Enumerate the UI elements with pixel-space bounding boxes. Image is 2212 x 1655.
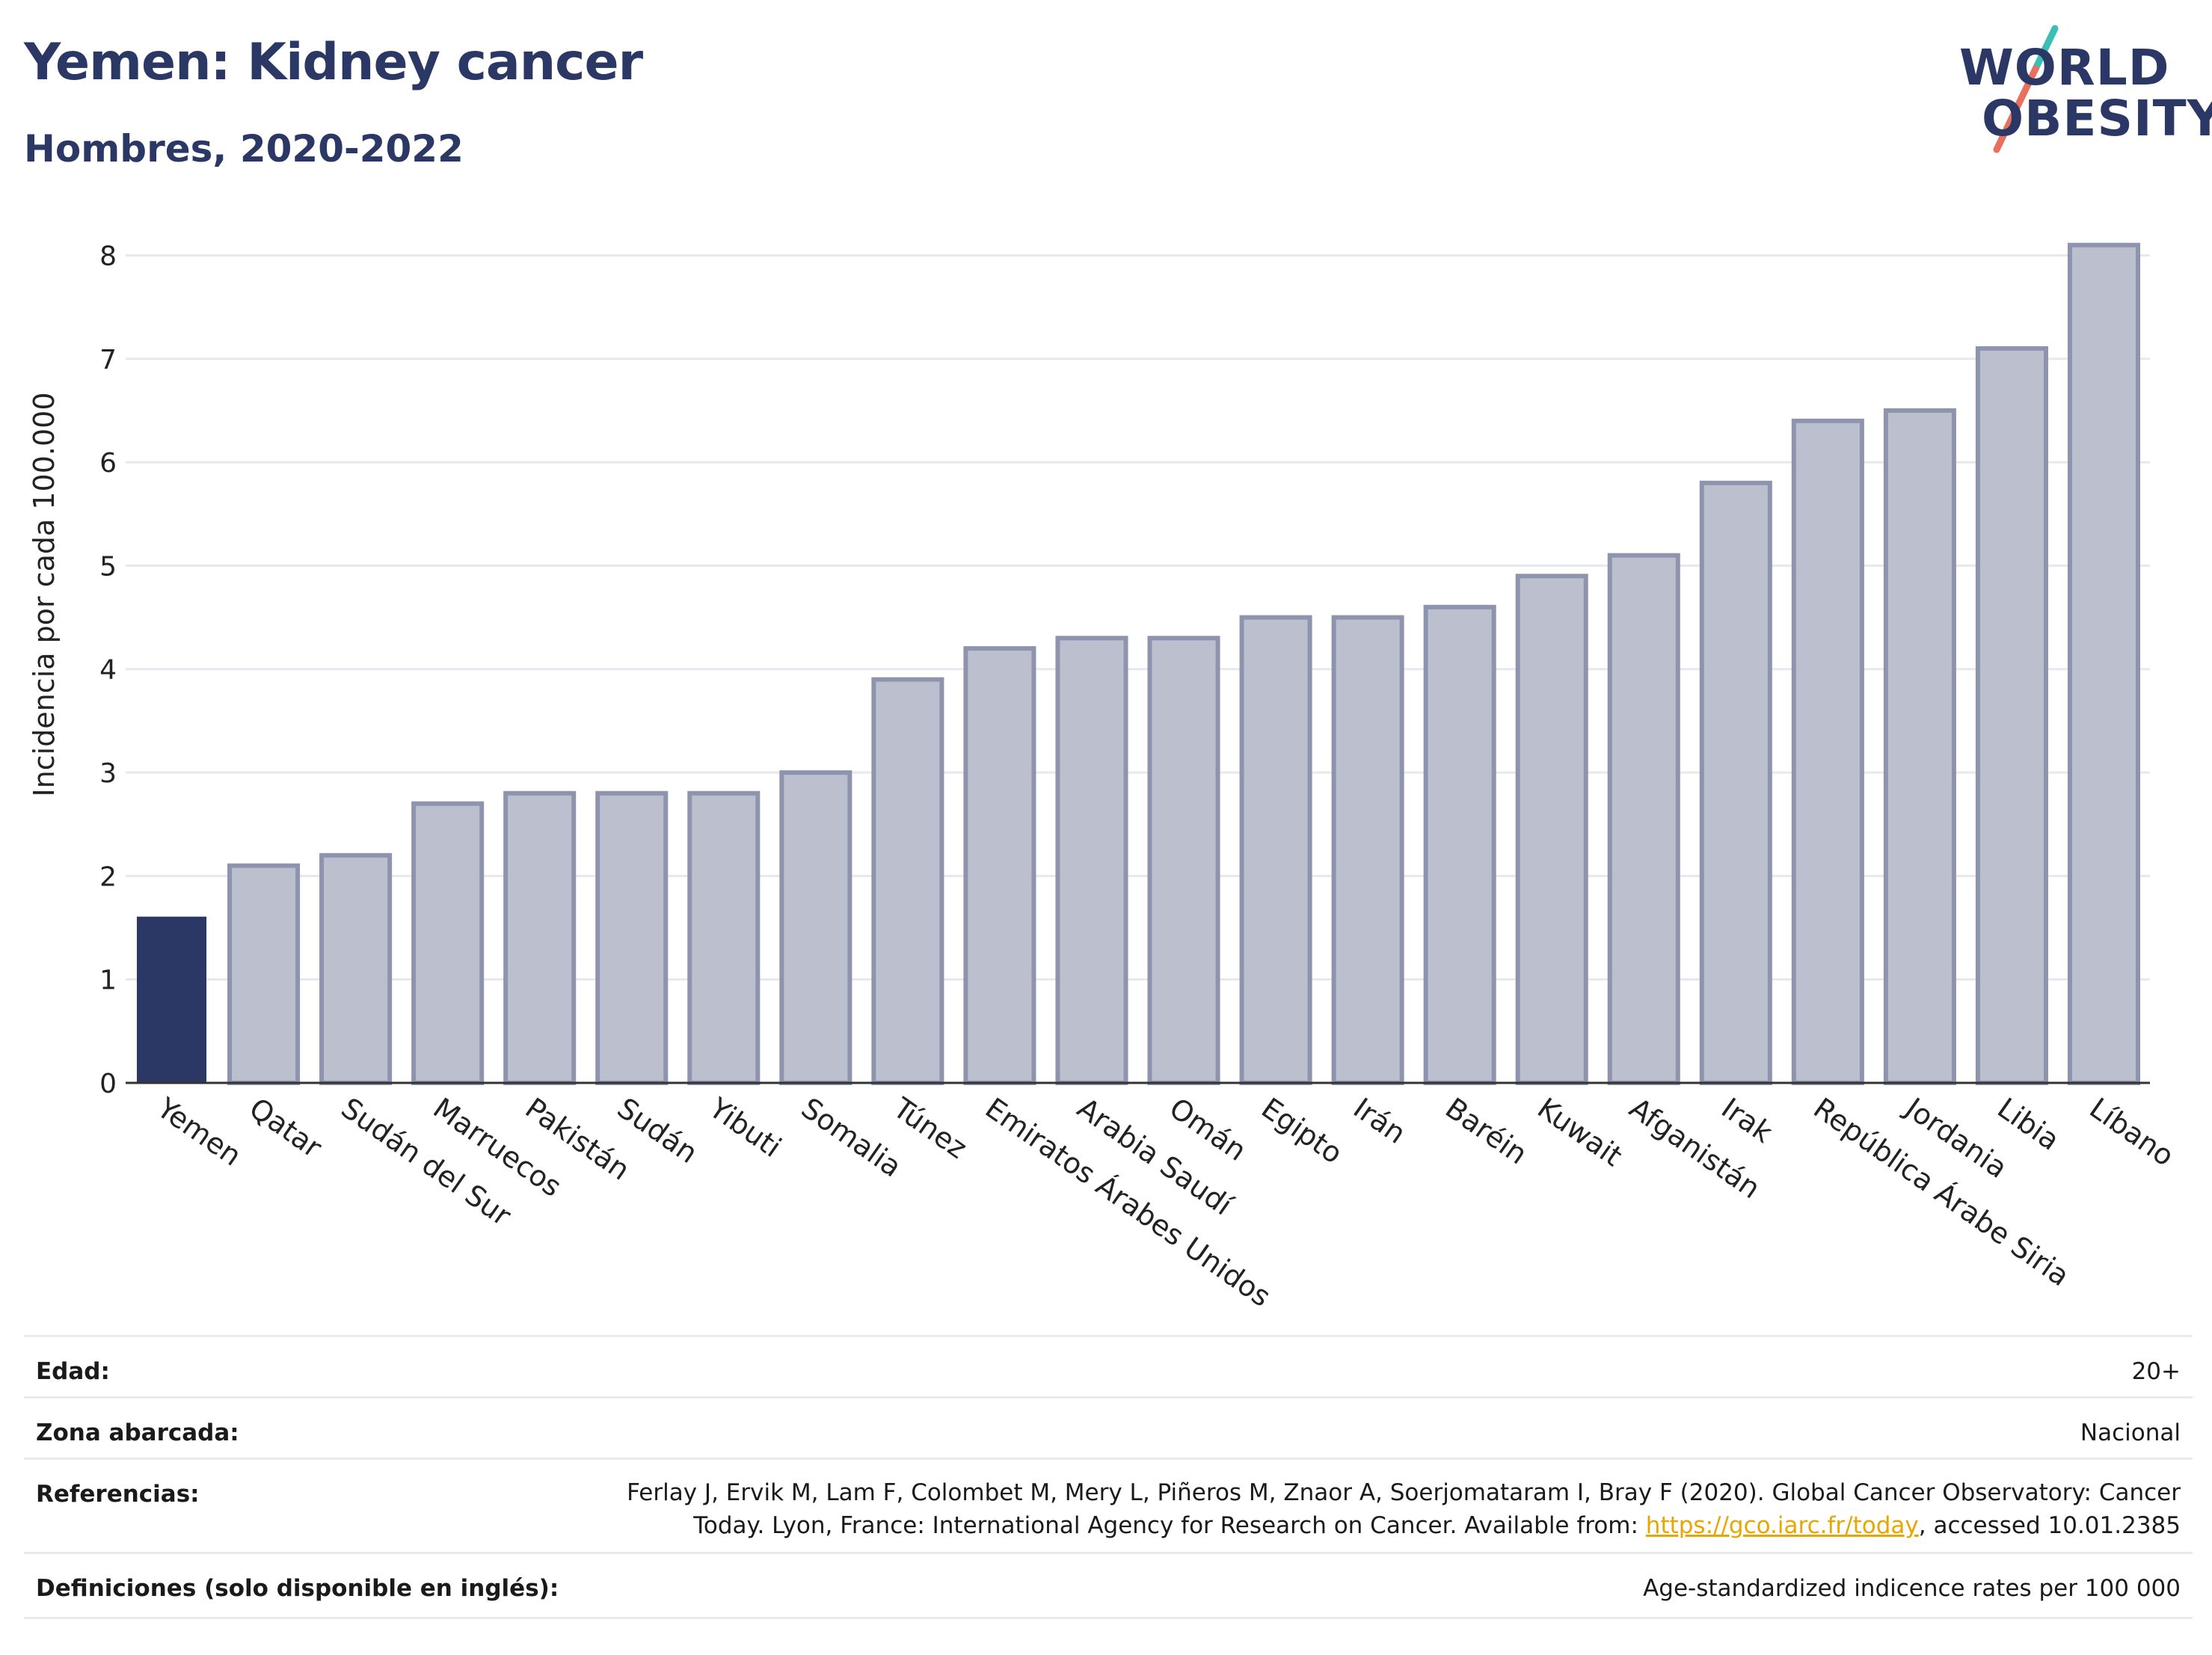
meta-value-definitions: Age-standardized indicence rates per 100… [1643,1575,2181,1602]
bar-6 [687,790,761,1085]
meta-value-age: 20+ [2131,1358,2181,1385]
x-tick-label: Libia [1991,1091,2065,1156]
bar-14 [1423,604,1496,1085]
y-tick-label: 3 [99,758,117,789]
reference-link[interactable]: https://gco.iarc.fr/today [1645,1512,1919,1539]
x-tick-label: Baréin [1440,1091,1533,1170]
bar-7 [779,770,852,1085]
bar-19 [1883,408,1956,1085]
bar-5 [595,790,669,1085]
meta-row-references: Referencias: Ferlay J, Ervik M, Lam F, C… [24,1458,2193,1554]
x-tick-label: Somalia [796,1091,908,1183]
meta-row-definitions: Definiciones (solo disponible en inglés)… [24,1552,2193,1619]
bar-0 [136,916,207,1084]
bar-8 [871,677,944,1085]
x-tick-label: Kuwait [1531,1091,1628,1173]
meta-label-area: Zona abarcada: [36,1419,239,1446]
page-title: Yemen: Kidney cancer [24,33,643,92]
bar-2 [319,853,393,1085]
bar-10 [1055,636,1128,1085]
bar-20 [1975,346,2048,1085]
meta-row-area: Zona abarcada: Nacional [24,1396,2193,1460]
logo-line-2: OBESITY [1982,90,2212,147]
logo-line-1: WORLD [1959,39,2170,96]
bar-21 [2067,242,2141,1086]
x-tick-label: Egipto [1256,1091,1348,1170]
bar-11 [1147,636,1220,1085]
x-tick-label: Irak [1715,1091,1778,1149]
y-tick-label: 6 [99,448,117,479]
y-axis-label: Incidencia por cada 100.000 [28,392,61,796]
bar-15 [1515,574,1588,1085]
y-tick-label: 0 [99,1069,117,1099]
bar-9 [963,646,1036,1085]
meta-label-definitions: Definiciones (solo disponible en inglés)… [36,1575,559,1602]
y-tick-label: 2 [99,862,117,892]
x-tick-label: Yemen [151,1091,248,1173]
bar-17 [1699,480,1772,1085]
meta-value-area: Nacional [2080,1419,2181,1446]
reference-line-1: Ferlay J, Ervik M, Lam F, Colombet M, Me… [627,1479,2181,1506]
world-obesity-logo: WORLD OBESITY [1944,22,2212,165]
x-tick-label: Irán [1348,1091,1412,1150]
meta-label-references: Referencias: [36,1481,200,1508]
bar-3 [411,801,485,1085]
page-subtitle: Hombres, 2020-2022 [24,127,464,171]
y-tick-label: 5 [99,551,117,582]
bar-16 [1607,553,1680,1085]
meta-value-references: Ferlay J, Ervik M, Lam F, Colombet M, Me… [627,1476,2181,1542]
chart-bars [136,242,2141,1086]
x-tick-label: Qatar [243,1091,328,1164]
bar-13 [1331,615,1404,1085]
reference-accessed: , accessed 10.01.2385 [1918,1512,2181,1539]
x-tick-label: Yibuti [703,1091,787,1164]
meta-row-age: Edad: 20+ [24,1335,2193,1398]
bar-4 [503,790,577,1085]
reference-line-2: Today. Lyon, France: International Agenc… [627,1509,2181,1542]
bar-12 [1239,615,1312,1085]
x-tick-label: Líbano [2083,1091,2180,1173]
y-tick-label: 4 [99,655,117,686]
bar-18 [1791,418,1864,1085]
y-tick-label: 7 [99,345,117,375]
y-tick-label: 1 [99,965,117,996]
y-tick-label: 8 [99,241,117,271]
bar-1 [227,863,301,1085]
logo-slash-icon [1993,25,2059,153]
meta-label-age: Edad: [36,1358,110,1385]
reference-line-2-text: Today. Lyon, France: International Agenc… [693,1512,1646,1539]
